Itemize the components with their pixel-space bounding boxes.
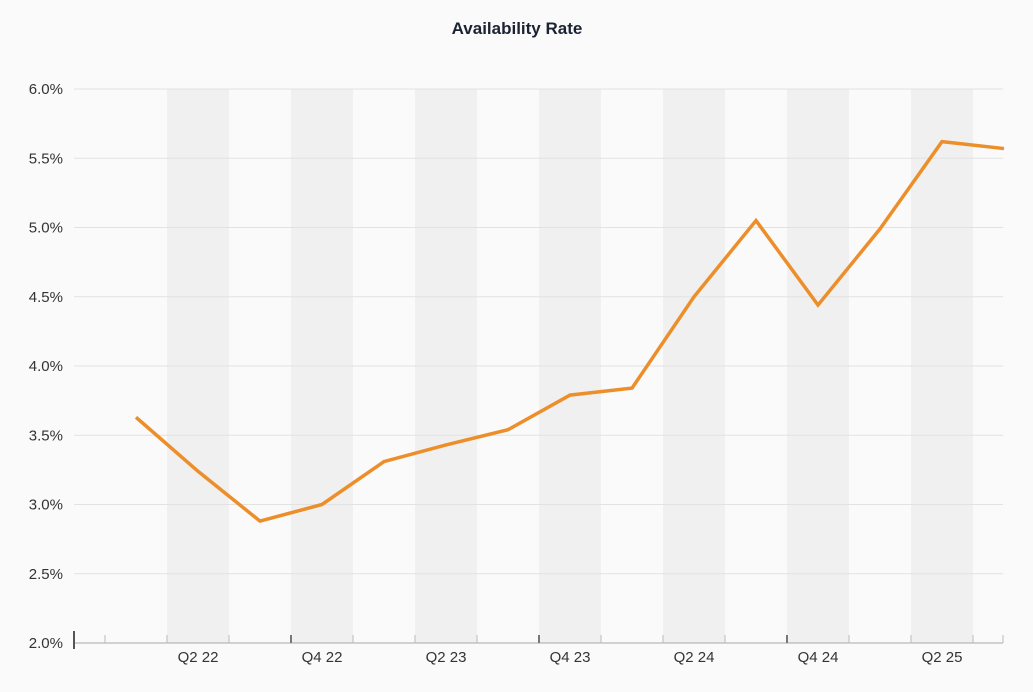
y-tick-label: 4.0% xyxy=(29,358,63,375)
x-tick-label: Q4 22 xyxy=(302,649,343,666)
y-tick-label: 4.5% xyxy=(29,289,63,306)
y-axis-labels: 2.0% 2.5% 3.0% 3.5% 4.0% 4.5% 5.0% 5.5% 6.0% xyxy=(29,81,63,652)
x-tick-label: Q4 24 xyxy=(798,649,839,666)
x-tick-label: Q2 24 xyxy=(674,649,715,666)
x-tick-label: Q2 22 xyxy=(178,649,219,666)
x-tick-label: Q2 25 xyxy=(922,649,963,666)
y-tick-label: 3.0% xyxy=(29,497,63,514)
series-layer xyxy=(134,139,1005,524)
x-tick-label: Q2 23 xyxy=(426,649,467,666)
y-tick-label: 6.0% xyxy=(29,81,63,98)
gridlines xyxy=(74,88,1003,575)
y-tick-label: 2.5% xyxy=(29,566,63,583)
y-tick-label: 5.0% xyxy=(29,220,63,237)
y-tick-label: 3.5% xyxy=(29,427,63,444)
x-axis xyxy=(73,631,1004,649)
series-line-0 xyxy=(134,139,1005,524)
x-axis-labels: Q2 22 Q4 22 Q2 23 Q4 23 Q2 24 Q4 24 Q2 25 xyxy=(178,649,963,666)
x-tick-label: Q4 23 xyxy=(550,649,591,666)
y-tick-label: 5.5% xyxy=(29,150,63,167)
y-tick-label: 2.0% xyxy=(29,635,63,652)
chart-title: Availability Rate xyxy=(452,19,583,38)
